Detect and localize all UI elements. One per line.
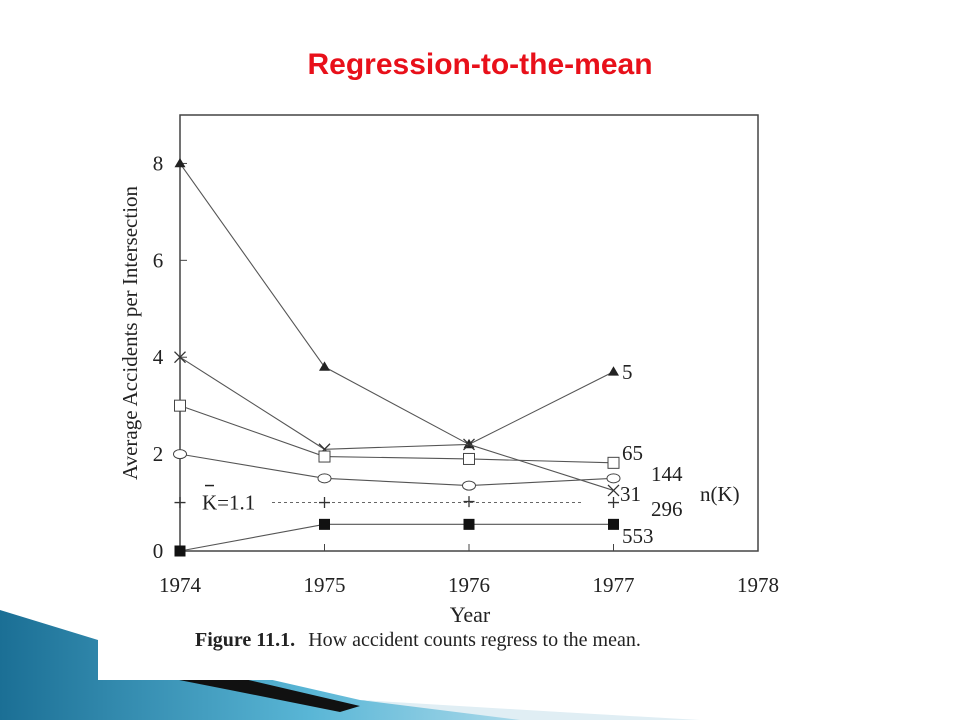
point-cross [463,438,475,451]
point-square-filled [608,518,619,530]
series-label: 65 [622,441,643,465]
point-square-open [174,399,186,412]
x-tick-label: 1978 [737,573,779,597]
point-square-open [607,456,620,469]
point-cross [607,484,620,497]
y-axis-label: Average Accidents per Intersection [118,185,142,480]
y-tick-label: 0 [153,539,164,563]
series-lines [173,157,621,557]
reference-line-label: K=1.1 [202,491,255,515]
point-triangle [319,361,330,371]
x-tick-label: 1975 [304,573,346,597]
point-triangle [174,157,186,168]
series-label: 296 [651,497,683,521]
series-line-65 [179,405,614,464]
y-tick-label: 4 [153,345,164,369]
figure-caption-label: Figure 11.1. [195,629,295,651]
series-line-553 [179,523,614,552]
point-circle-open [317,473,332,484]
figure-caption-text: How accident counts regress to the mean. [308,629,641,651]
point-plus [174,497,186,509]
x-tick-label: 1976 [448,573,490,597]
series-line-144 [179,453,614,487]
x-axis-label: Year [450,602,491,627]
series-label: 5 [622,360,633,384]
figure-caption: Figure 11.1. How accident counts regress… [195,629,641,651]
point-circle-open [462,480,476,491]
point-circle-open [173,449,187,460]
point-circle-open [606,473,621,484]
series-label: 553 [622,524,654,548]
point-plus [319,497,330,509]
point-square-filled [463,518,475,530]
series-label: 144 [651,462,683,486]
y-tick-label: 8 [153,151,164,175]
series-line-5 [179,163,614,446]
x-axis-ticks: 1974 1975 1976 1977 1978 [159,544,779,597]
x-tick-label: 1974 [159,573,202,597]
y-tick-label: 6 [153,248,164,272]
y-axis-ticks: 0 2 4 6 8 [153,151,187,563]
series-labels: 5 31 65 144 296 553 [620,360,683,548]
point-cross [174,351,186,364]
legend-title: n(K) [700,482,740,506]
slide-title: Regression-to-the-mean [307,48,653,82]
point-square-open [463,452,475,465]
x-tick-label: 1977 [593,573,635,597]
point-plus [608,497,619,509]
reference-line-group: K=1.1 [202,484,582,515]
point-square-filled [319,518,330,530]
point-square-open [318,450,331,463]
point-plus [463,496,475,508]
point-square-filled [174,545,186,557]
series-line-31 [179,356,614,491]
series-label: 31 [620,482,641,506]
point-triangle [608,366,619,376]
y-tick-label: 2 [153,442,164,466]
